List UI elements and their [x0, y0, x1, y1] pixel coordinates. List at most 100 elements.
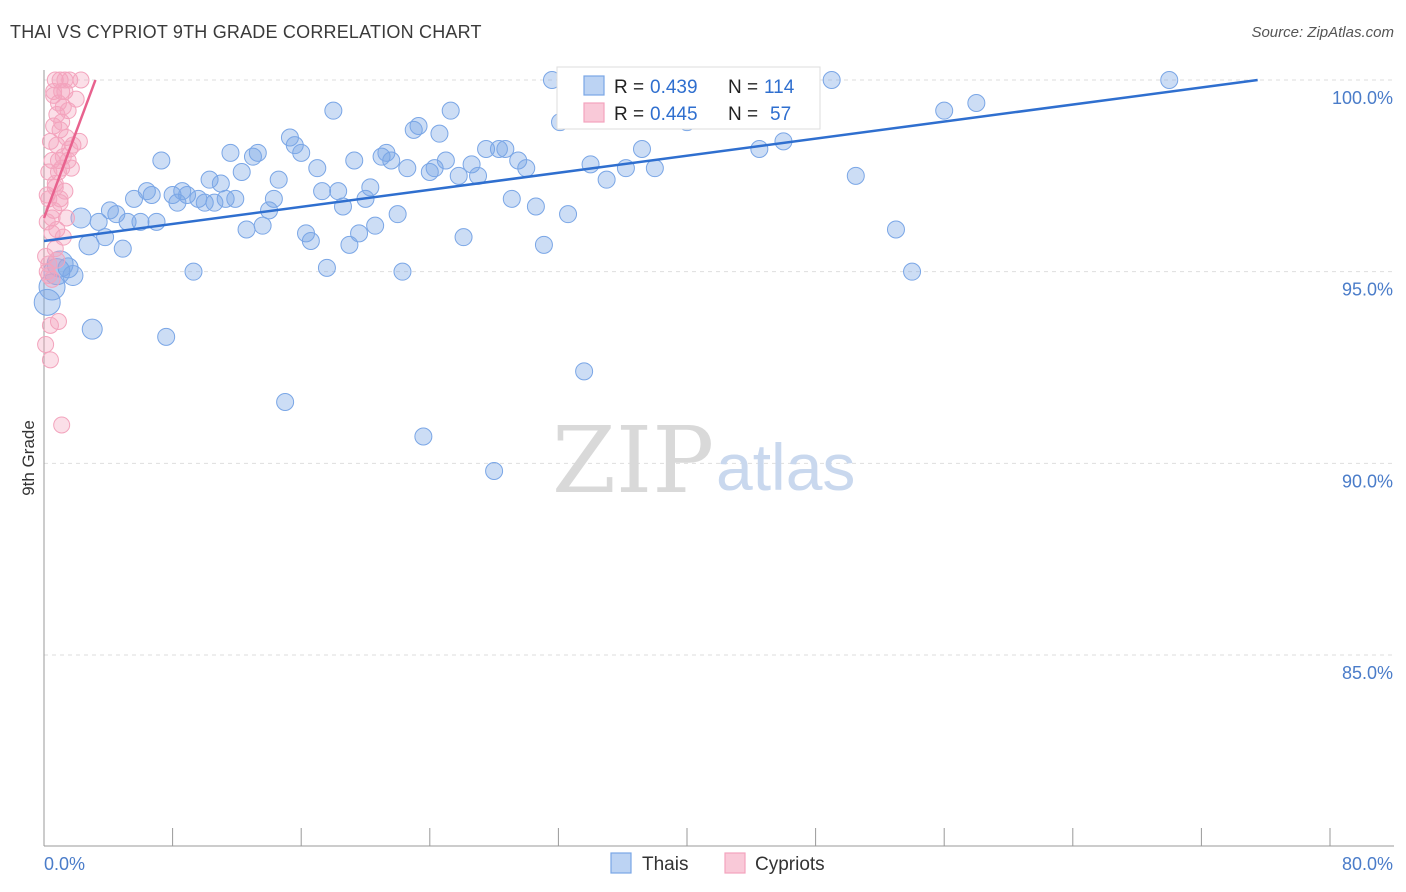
- y-tick-label: 100.0%: [1332, 88, 1393, 108]
- thais-point: [361, 178, 380, 197]
- thais-point: [81, 318, 103, 340]
- y-tick-label: 95.0%: [1342, 280, 1393, 300]
- x-tick-label-max: 80.0%: [1342, 854, 1393, 874]
- y-tick-labels: 85.0% 90.0% 95.0% 100.0%: [1332, 88, 1393, 683]
- thais-point: [152, 151, 171, 170]
- thais-point: [393, 262, 412, 281]
- cypriots-point: [58, 209, 76, 227]
- thais-point: [454, 228, 473, 247]
- chart-title: THAI VS CYPRIOT 9TH GRADE CORRELATION CH…: [10, 22, 482, 42]
- x-tick-label-min: 0.0%: [44, 854, 85, 874]
- thais-point: [903, 262, 922, 281]
- thais-point: [436, 151, 455, 170]
- thais-point: [232, 163, 251, 181]
- cypriots-point: [37, 336, 55, 353]
- thais-point: [178, 186, 197, 204]
- thais-point: [131, 212, 150, 231]
- thais-point: [935, 101, 954, 120]
- thais-trend-line: [43, 78, 1258, 243]
- thais-point: [226, 189, 245, 208]
- thais-point: [205, 193, 224, 212]
- y-tick-label: 85.0%: [1342, 663, 1393, 683]
- cypriots-point: [56, 71, 74, 89]
- thais-point: [168, 193, 187, 212]
- thais-point: [142, 186, 161, 204]
- thais-point: [324, 101, 343, 120]
- thais-point: [329, 182, 348, 201]
- thais-point: [388, 205, 407, 224]
- cypriots-point: [40, 267, 58, 284]
- thais-point: [489, 140, 508, 158]
- source-label: Source: ZipAtlas.com: [1251, 24, 1394, 41]
- thais-point: [886, 220, 905, 239]
- cypriots-trend-line: [42, 79, 97, 219]
- legend-cypriots-label: Cypriots: [755, 854, 825, 875]
- thais-point: [350, 224, 369, 243]
- stats-legend: R = 0.439 N = 114 R = 0.445 N = 57: [556, 66, 821, 130]
- thais-point: [575, 362, 594, 381]
- thais-r-label: R =: [614, 77, 644, 98]
- thais-point: [113, 239, 132, 258]
- cypriots-r-label: R =: [614, 104, 644, 125]
- legend-thais-swatch: [610, 852, 632, 874]
- thais-point: [441, 101, 460, 120]
- cypriots-point: [41, 351, 59, 369]
- thais-point: [597, 170, 616, 189]
- thais-point: [313, 182, 332, 201]
- thais-point: [477, 140, 496, 158]
- y-tick-label: 90.0%: [1342, 471, 1393, 491]
- cypriots-point: [45, 83, 63, 100]
- thais-point: [430, 124, 449, 143]
- thais-point: [308, 159, 327, 178]
- thais-r-value: 0.439: [650, 77, 698, 98]
- thais-point: [157, 327, 176, 346]
- thais-point: [345, 151, 364, 170]
- thais-point: [517, 159, 536, 178]
- thais-point: [496, 140, 515, 158]
- cypriots-point: [48, 251, 66, 269]
- thais-point: [534, 235, 553, 254]
- thais-point: [645, 159, 664, 178]
- thais-point: [221, 143, 240, 162]
- thais-point: [967, 94, 986, 112]
- thais-point: [414, 427, 433, 446]
- bottom-legend: Thais Cypriots: [610, 852, 825, 875]
- cypriots-point: [72, 71, 90, 89]
- thais-point: [846, 166, 865, 185]
- cypriots-swatch: [583, 102, 605, 123]
- thais-point: [462, 155, 481, 174]
- thais-point: [89, 212, 108, 231]
- thais-point: [216, 189, 235, 208]
- cypriots-n-label: N =: [728, 104, 758, 125]
- cypriots-point: [49, 313, 67, 330]
- cypriots-point: [53, 416, 71, 434]
- thais-point: [301, 232, 320, 250]
- x-ticks: [43, 828, 1331, 846]
- thais-swatch: [583, 75, 605, 96]
- thais-point: [285, 136, 304, 155]
- thais-point: [317, 258, 336, 277]
- thais-point: [237, 220, 256, 239]
- thais-point: [366, 216, 385, 235]
- thais-point: [398, 159, 417, 178]
- thais-point: [184, 262, 203, 281]
- thais-point: [195, 193, 214, 212]
- watermark-atlas: atlas: [716, 430, 855, 504]
- thais-point: [248, 143, 267, 162]
- thais-point: [340, 235, 359, 254]
- thais-point: [822, 71, 841, 89]
- thais-point: [1160, 71, 1179, 89]
- thais-point: [382, 151, 401, 170]
- cypriots-point: [67, 90, 85, 108]
- thais-point: [200, 170, 219, 189]
- thais-point: [292, 143, 311, 162]
- thais-point: [485, 462, 504, 480]
- thais-point: [526, 197, 545, 216]
- thais-point: [559, 205, 578, 224]
- thais-point: [276, 393, 295, 411]
- thais-point: [78, 234, 100, 256]
- thais-n-value: 114: [764, 77, 795, 98]
- legend-thais-label: Thais: [642, 854, 688, 875]
- thais-point: [449, 166, 468, 185]
